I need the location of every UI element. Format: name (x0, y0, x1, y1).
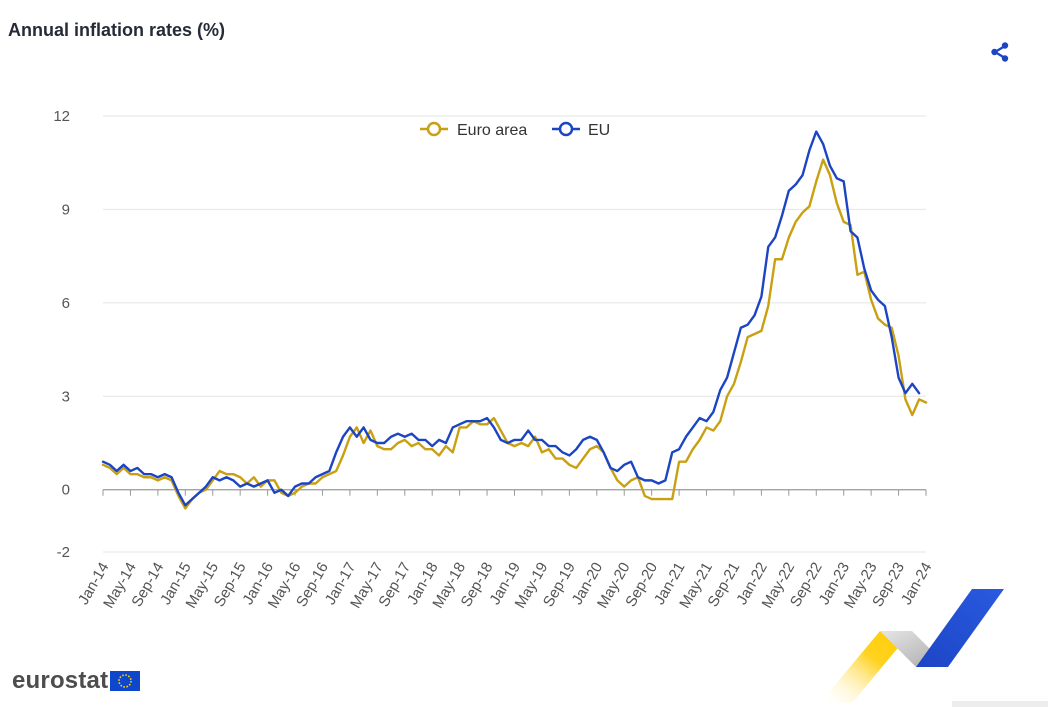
y-tick-label: 6 (62, 295, 70, 312)
series-line-euro-area (101, 158, 928, 510)
share-icon (991, 42, 1009, 62)
x-axis: Jan-14May-14Sep-14Jan-15May-15Sep-15Jan-… (75, 489, 935, 611)
y-tick-label: 3 (62, 388, 70, 405)
legend-item-eu[interactable]: EU (552, 121, 610, 139)
legend-label-eu: EU (588, 122, 610, 139)
legend: Euro area EU (420, 121, 610, 139)
decorative-ribbon-graphic (820, 589, 1048, 707)
series-line-eu (101, 130, 921, 507)
grid-lines (103, 115, 926, 553)
eu-flag-icon (110, 671, 141, 691)
y-tick-label: 9 (62, 201, 70, 218)
line-chart: -2 0 3 6 9 12 Jan-14May-14Sep-14Jan-15May-15S… (53, 108, 935, 611)
y-axis-ticks: -2 0 3 6 9 12 (53, 108, 70, 561)
legend-item-euro-area[interactable]: Euro area (420, 121, 527, 139)
eurostat-logo: eurostat (12, 667, 141, 694)
logo-text: eurostat (12, 667, 109, 694)
y-tick-label: 0 (62, 482, 70, 499)
y-tick-label: -2 (57, 544, 70, 561)
y-tick-label: 12 (53, 108, 70, 125)
share-button[interactable] (986, 38, 1014, 66)
series-lines (101, 130, 928, 510)
legend-label-euro-area: Euro area (457, 122, 527, 139)
chart-title: Annual inflation rates (%) (8, 20, 226, 40)
